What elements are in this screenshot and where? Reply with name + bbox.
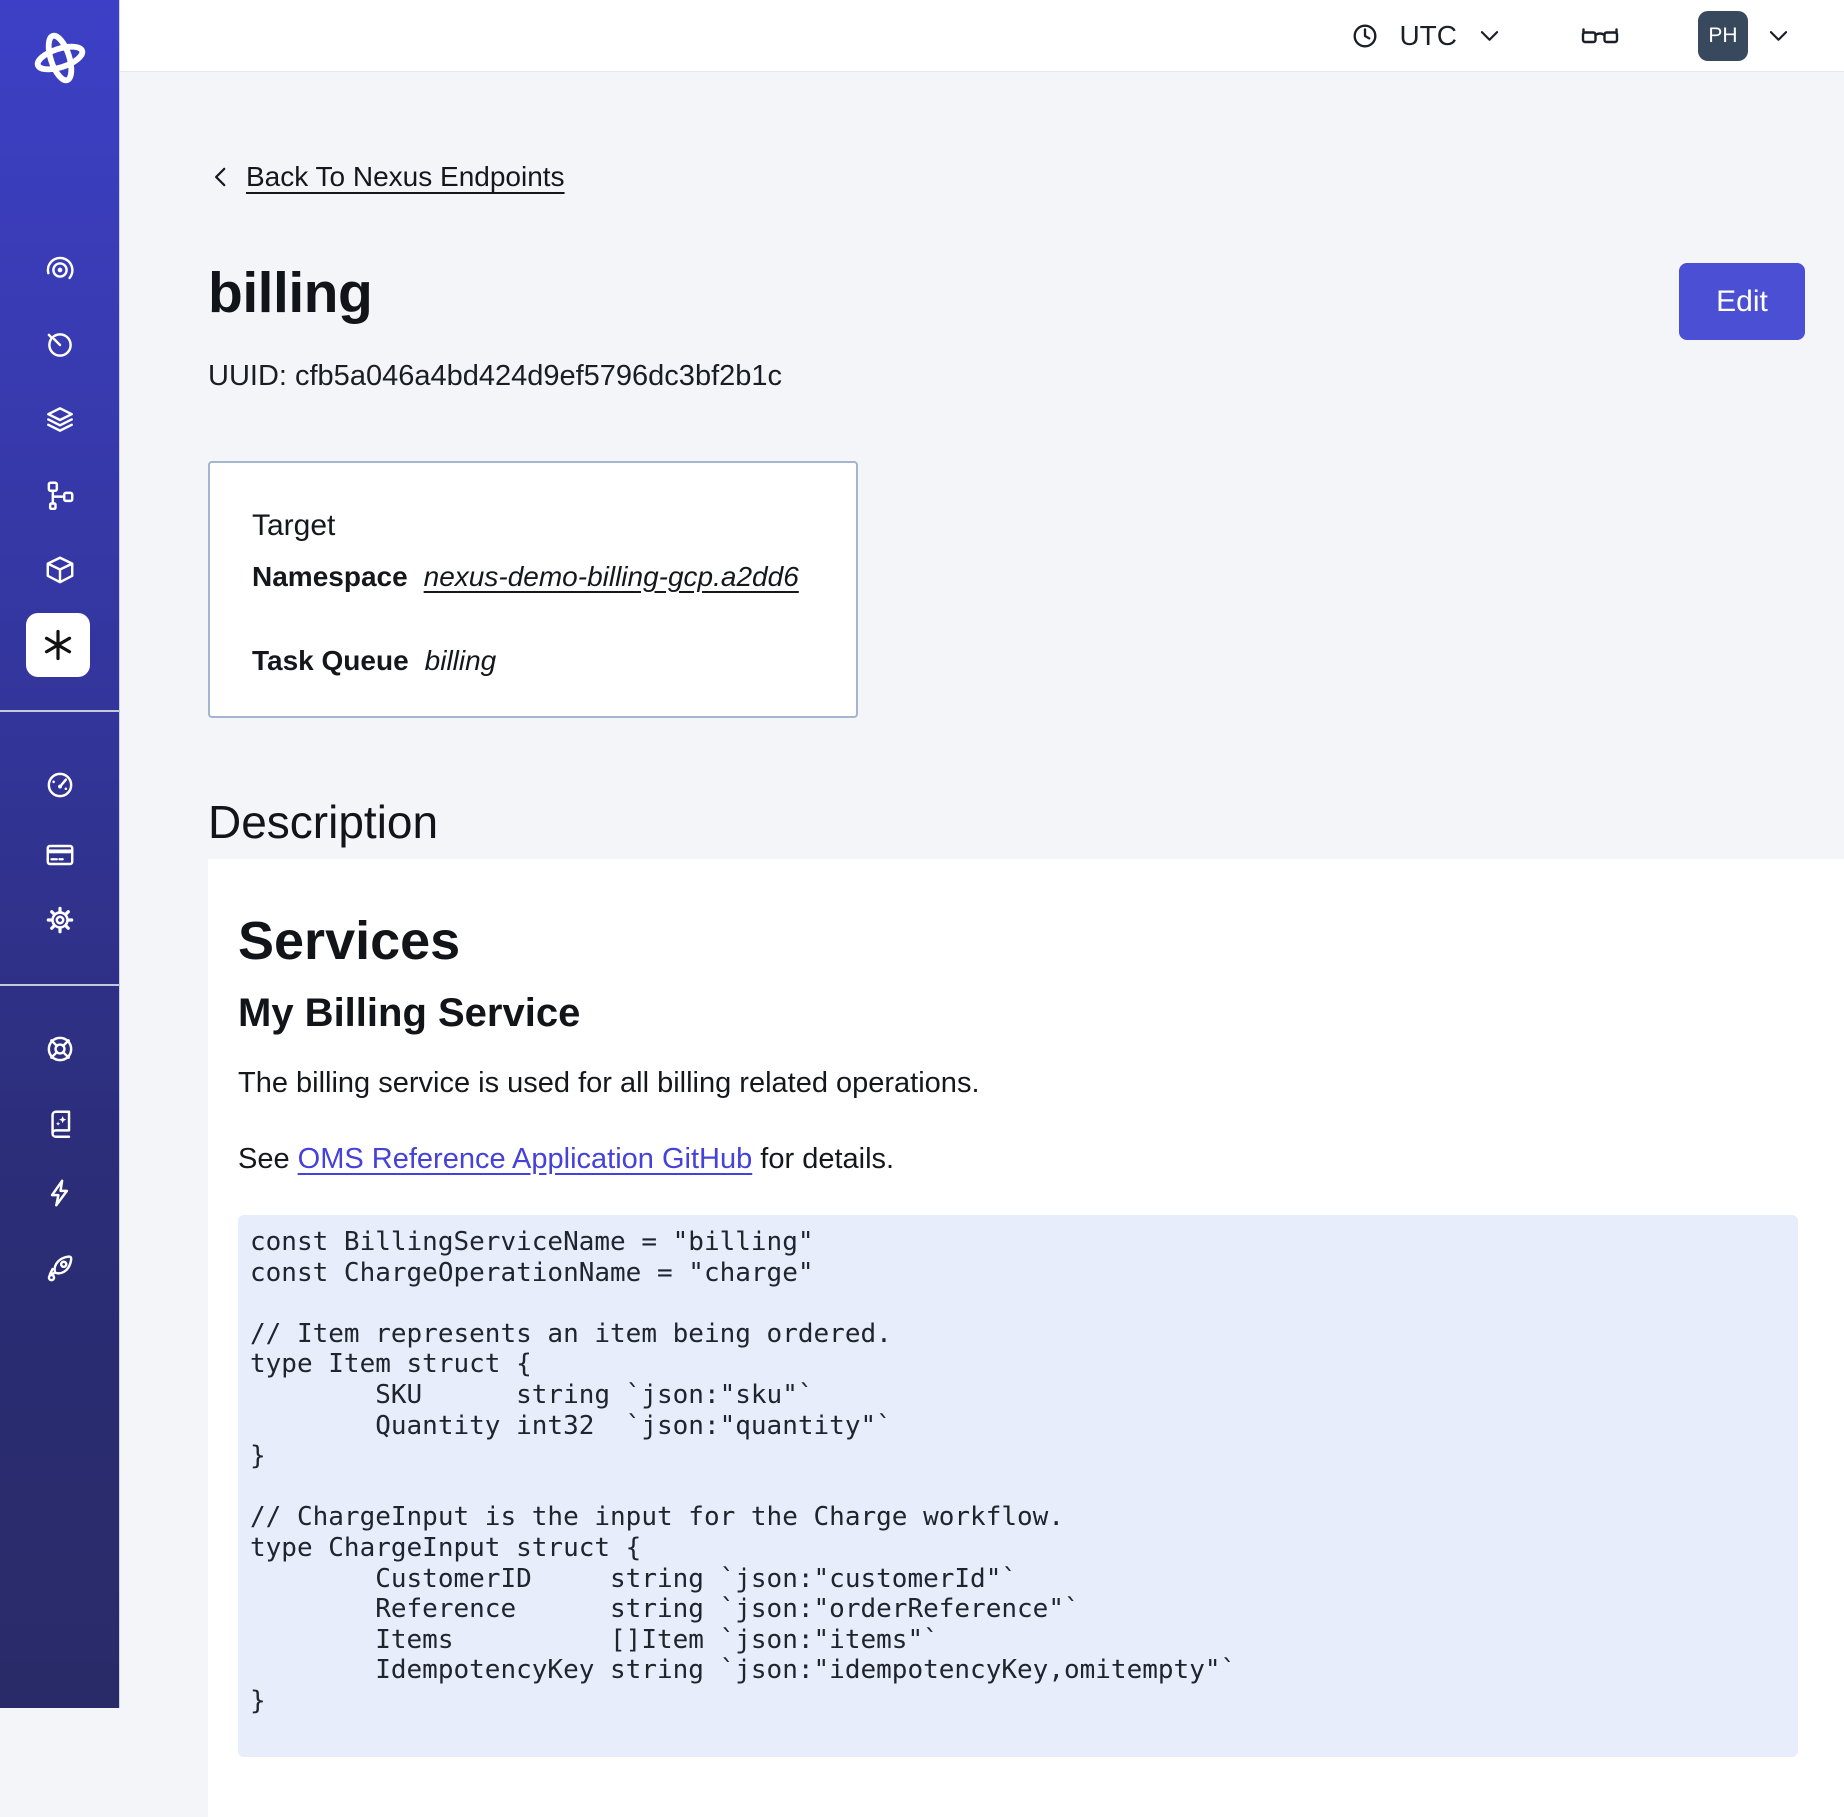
see-prefix: See (238, 1143, 298, 1175)
services-heading: Services (238, 911, 461, 971)
support-lifering-icon (47, 1036, 73, 1062)
sidebar-item-billing[interactable] (0, 838, 120, 872)
sidebar-divider (0, 710, 120, 712)
service-description: The billing service is used for all bill… (238, 1067, 980, 1099)
avatar[interactable]: PH (1698, 10, 1748, 61)
timezone-selector[interactable]: UTC (1350, 20, 1503, 52)
labs-mode-button[interactable] (1580, 20, 1620, 52)
sidebar-item-workflows[interactable] (0, 253, 120, 287)
main-content: Back To Nexus Endpoints billing UUID: cf… (120, 72, 1844, 1817)
sidebar-item-deployments[interactable] (0, 403, 120, 437)
docs-book-icon (51, 1110, 71, 1138)
chevron-left-icon (214, 167, 226, 187)
namespace-label: Namespace (252, 561, 408, 592)
edit-button[interactable]: Edit (1679, 263, 1805, 340)
target-card: Target Namespace nexus-demo-billing-gcp.… (208, 461, 858, 718)
usage-gauge-icon (47, 772, 73, 798)
chevron-down-icon (1480, 31, 1499, 41)
temporal-logo-icon[interactable] (0, 27, 120, 89)
archive-cube-icon (46, 556, 74, 584)
task-queue-value: billing (424, 645, 497, 676)
sidebar-item-getting-started[interactable] (0, 1251, 120, 1285)
getting-started-rocket-icon (47, 1255, 73, 1282)
deployments-icon (47, 407, 73, 432)
back-to-nexus-endpoints-link[interactable]: Back To Nexus Endpoints (208, 160, 565, 194)
endpoint-uuid: UUID: cfb5a046a4bd424d9ef5796dc3bf2b1c (208, 360, 783, 392)
description-card: Services My Billing Service The billing … (208, 859, 1844, 1817)
feedback-bolt-icon (50, 1179, 69, 1207)
task-queue-label: Task Queue (252, 645, 409, 676)
namespace-link[interactable]: nexus-demo-billing-gcp.a2dd6 (423, 561, 799, 592)
page-title: billing (208, 261, 373, 325)
service-code-block: const BillingServiceName = "billing" con… (238, 1215, 1798, 1757)
nexus-asterisk-icon (44, 629, 72, 661)
sidebar-item-feedback[interactable] (0, 1176, 120, 1210)
oms-reference-github-link[interactable]: OMS Reference Application GitHub (297, 1143, 753, 1175)
sidebar-item-task-queues[interactable] (0, 478, 120, 512)
target-heading: Target (252, 509, 336, 542)
settings-gear-icon (46, 906, 74, 934)
description-heading: Description (208, 796, 439, 848)
see-suffix: for details. (752, 1143, 895, 1175)
sidebar-item-nexus-active[interactable] (26, 613, 90, 677)
chevron-down-icon[interactable] (1765, 22, 1792, 49)
timezone-label: UTC (1399, 19, 1457, 51)
sidebar-item-schedules[interactable] (0, 328, 120, 362)
schedules-icon (47, 333, 72, 357)
glasses-icon (1581, 27, 1619, 43)
sidebar-item-support[interactable] (0, 1032, 120, 1066)
see-details-line: See OMS Reference Application GitHub for… (238, 1141, 1798, 1177)
sidebar-item-settings[interactable] (0, 903, 120, 937)
sidebar-item-docs[interactable] (0, 1107, 120, 1141)
top-header: UTC PH (120, 0, 1844, 72)
sidebar-nav (0, 0, 120, 1708)
billing-card-icon (46, 844, 74, 866)
sidebar-item-archive[interactable] (0, 553, 120, 587)
workflows-icon (46, 256, 74, 280)
task-queues-icon (47, 481, 74, 511)
sidebar-item-usage[interactable] (0, 768, 120, 802)
sidebar-divider (0, 984, 120, 986)
service-name-heading: My Billing Service (238, 991, 581, 1035)
back-link-label: Back To Nexus Endpoints (246, 161, 565, 192)
account-menu[interactable]: PH (1698, 10, 1792, 61)
clock-icon (1353, 24, 1377, 47)
